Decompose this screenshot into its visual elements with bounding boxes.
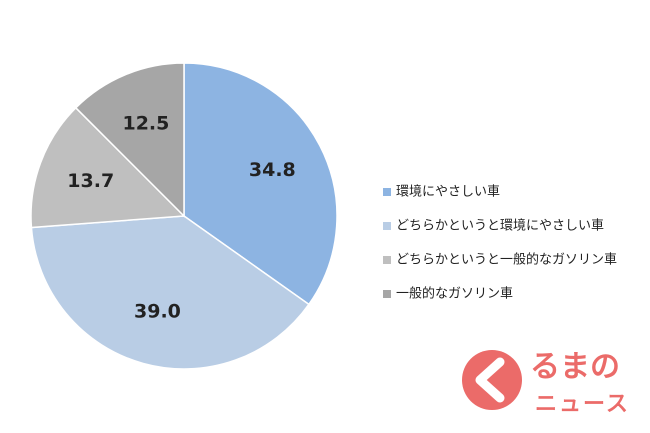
data-label: 12.5 [122,113,169,135]
legend-swatch [383,188,391,196]
data-label: 39.0 [134,300,181,322]
legend-label: 一般的なガソリン車 [396,286,513,302]
legend-swatch [383,256,391,264]
logo-subtext: ニュース [535,392,630,417]
legend-label: 環境にやさしい車 [396,185,500,200]
logo-text: るまの [530,350,620,385]
logo-icon [462,350,522,410]
legend-swatch [383,290,391,298]
pie-slice [74,62,185,218]
pie-slice [30,215,310,370]
logo-chevron [475,357,505,403]
legend-label: どちらかというと一般的なガソリン車 [396,252,617,268]
logo: るまの ニュース [462,350,630,417]
data-label: 13.7 [67,170,114,192]
legend-label: どちらかというと環境にやさしい車 [396,219,604,234]
data-label: 34.8 [249,159,296,181]
legend-swatch [383,222,391,230]
pie-slice [30,106,186,229]
pie-slice [183,62,338,306]
